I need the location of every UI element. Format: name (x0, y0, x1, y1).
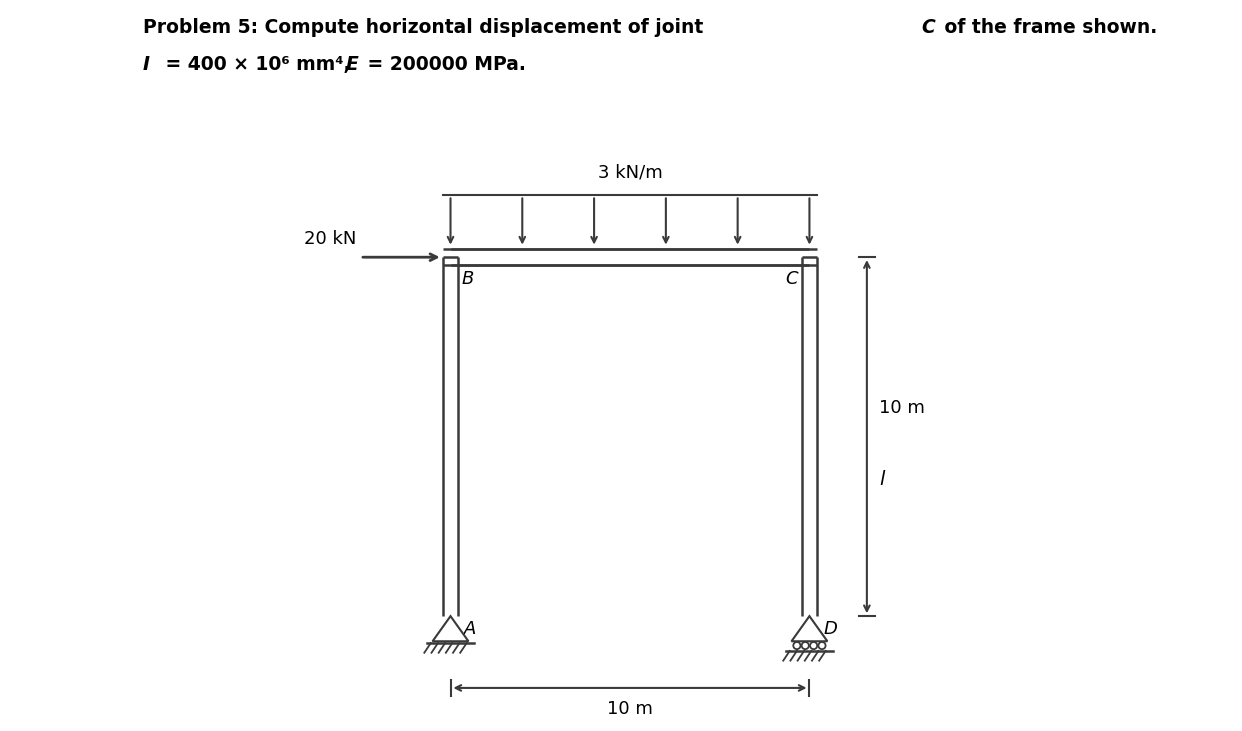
Text: A: A (465, 620, 477, 637)
Text: E: E (345, 55, 358, 74)
Text: = 400 × 10⁶ mm⁴,: = 400 × 10⁶ mm⁴, (159, 55, 356, 74)
Text: 20 kN: 20 kN (304, 230, 356, 249)
Text: D: D (823, 620, 837, 637)
Text: B: B (462, 270, 474, 288)
Text: C: C (785, 270, 797, 288)
Circle shape (801, 642, 809, 649)
Circle shape (810, 642, 817, 649)
Text: Problem 5: Compute horizontal displacement of joint: Problem 5: Compute horizontal displaceme… (143, 18, 709, 37)
Polygon shape (791, 616, 827, 641)
Circle shape (818, 642, 826, 649)
Circle shape (794, 642, 800, 649)
Text: 3 kN/m: 3 kN/m (597, 163, 662, 181)
Polygon shape (432, 616, 468, 641)
Text: 10 m: 10 m (607, 700, 653, 719)
Text: l: l (879, 470, 884, 489)
Text: C: C (922, 18, 935, 37)
Text: of the frame shown.: of the frame shown. (938, 18, 1158, 37)
Text: = 200000 MPa.: = 200000 MPa. (361, 55, 527, 74)
Text: I: I (143, 55, 150, 74)
Text: 10 m: 10 m (879, 399, 925, 417)
